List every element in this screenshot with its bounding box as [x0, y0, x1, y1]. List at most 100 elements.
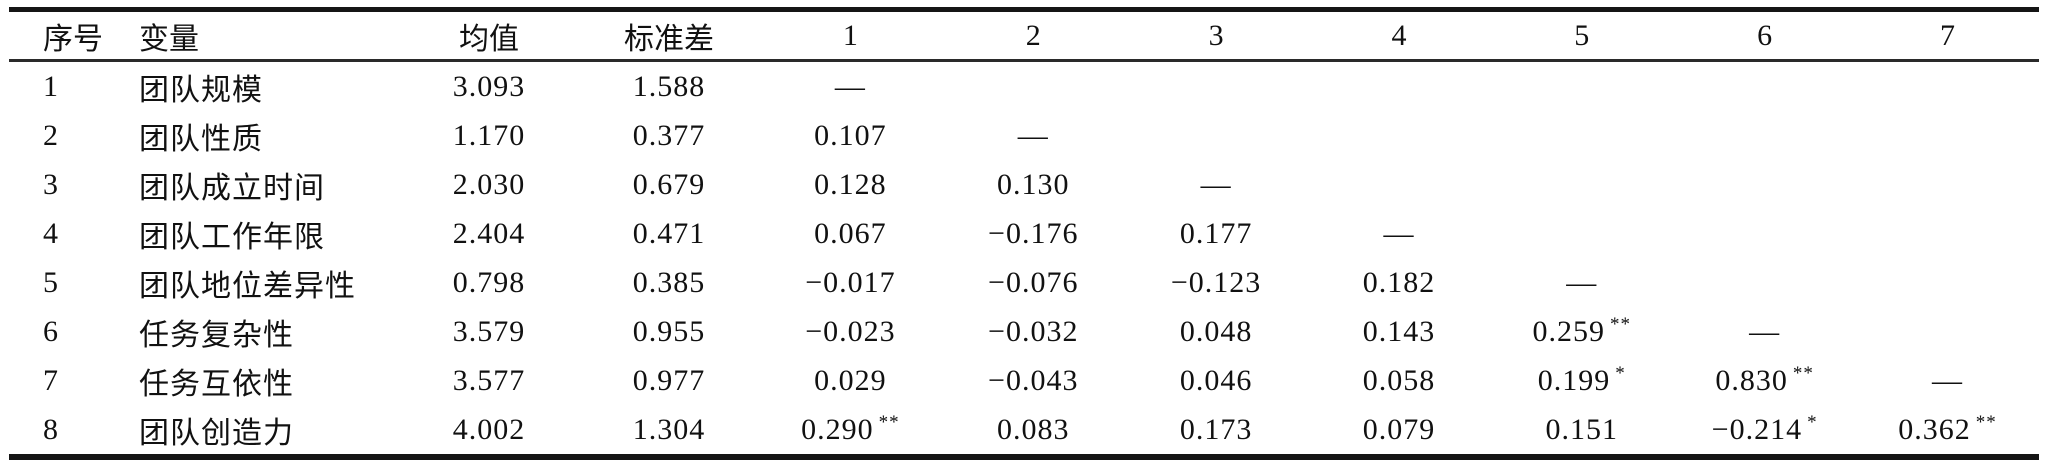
- cell-value: 团队规模: [139, 73, 263, 107]
- table-row: 2 团队性质 1.170 0.377 0.107 —: [9, 111, 2039, 160]
- serial-cell: 1: [9, 61, 139, 112]
- correlation-value: —: [1200, 167, 1232, 201]
- correlation-6-cell: —: [1673, 307, 1856, 356]
- correlation-7-cell: [1856, 160, 2039, 209]
- correlation-value: 0.151: [1545, 412, 1619, 446]
- header-serial: 序号: [43, 22, 103, 56]
- header-corr-7: 7: [1940, 18, 1956, 52]
- correlation-6-cell: [1673, 258, 1856, 307]
- header-corr-5: 5: [1574, 18, 1590, 52]
- table-body: 1 团队规模 3.093 1.588 — 2 团队性质 1.170 0.377 0.107 — 3 团队…: [9, 61, 2039, 458]
- mean-cell: 4.002: [399, 405, 579, 457]
- correlation-value: 0.128: [814, 167, 887, 201]
- header-row: 序号 变量 均值 标准差 1 2 3 4 5 6 7: [9, 10, 2039, 61]
- cell-value: 1: [43, 69, 59, 103]
- correlation-7-cell: [1856, 61, 2039, 112]
- cell-value: 7: [43, 363, 59, 397]
- sd-cell: 1.304: [579, 405, 759, 457]
- cell-value: 团队地位差异性: [139, 269, 356, 303]
- correlation-5-cell: [1490, 160, 1673, 209]
- significance-marker: **: [1610, 313, 1632, 335]
- correlation-6-cell: [1673, 111, 1856, 160]
- variable-cell: 团队规模: [139, 61, 399, 112]
- cell-value: 8: [43, 412, 59, 446]
- sd-cell: 0.385: [579, 258, 759, 307]
- correlation-4-cell: [1308, 111, 1491, 160]
- sd-cell: 1.588: [579, 61, 759, 112]
- correlation-1-cell: —: [759, 61, 942, 112]
- cell-value: 3.093: [452, 69, 526, 103]
- header-corr-6: 6: [1757, 18, 1773, 52]
- correlation-value: −0.214: [1711, 412, 1803, 446]
- cell-value: 1.170: [452, 118, 526, 152]
- mean-cell: 2.030: [399, 160, 579, 209]
- cell-value: 2: [43, 118, 59, 152]
- sd-cell: 0.471: [579, 209, 759, 258]
- cell-value: 团队创造力: [139, 416, 294, 450]
- correlation-5-cell: [1490, 111, 1673, 160]
- correlation-value: 0.046: [1179, 363, 1253, 397]
- correlation-5-cell: —: [1490, 258, 1673, 307]
- correlation-value: −0.076: [988, 265, 1079, 299]
- correlation-3-cell: 0.048: [1125, 307, 1308, 356]
- correlation-value: −0.032: [988, 314, 1079, 348]
- cell-value: 3.579: [452, 314, 526, 348]
- correlation-2-cell: −0.043: [942, 356, 1125, 405]
- correlation-value: 0.362: [1898, 412, 1971, 446]
- serial-cell: 5: [9, 258, 139, 307]
- correlation-1-cell: 0.107: [759, 111, 942, 160]
- correlation-5-cell: 0.151: [1490, 405, 1673, 457]
- correlation-6-cell: 0.830 **: [1673, 356, 1856, 405]
- table-row: 4 团队工作年限 2.404 0.471 0.067 −0.176 0.177 —: [9, 209, 2039, 258]
- cell-value: 2.030: [452, 167, 526, 201]
- correlation-value: 0.199: [1537, 363, 1611, 397]
- correlation-2-cell: —: [942, 111, 1125, 160]
- correlation-value: −0.023: [805, 314, 896, 348]
- correlation-7-cell: [1856, 111, 2039, 160]
- variable-cell: 团队地位差异性: [139, 258, 399, 307]
- correlation-value: 0.029: [814, 363, 887, 397]
- correlation-value: —: [1017, 118, 1049, 152]
- correlation-5-cell: [1490, 209, 1673, 258]
- table-row: 7 任务互依性 3.577 0.977 0.029 −0.043 0.046 0.058 0.1…: [9, 356, 2039, 405]
- mean-cell: 2.404: [399, 209, 579, 258]
- serial-cell: 7: [9, 356, 139, 405]
- correlation-1-cell: −0.017: [759, 258, 942, 307]
- correlation-value: 0.173: [1179, 412, 1253, 446]
- correlation-7-cell: —: [1856, 356, 2039, 405]
- correlation-3-cell: [1125, 111, 1308, 160]
- correlation-6-cell: [1673, 160, 1856, 209]
- serial-cell: 4: [9, 209, 139, 258]
- cell-value: 任务互依性: [139, 367, 294, 401]
- correlation-value: 0.067: [814, 216, 887, 250]
- correlation-value: —: [1932, 363, 1964, 397]
- cell-value: 任务复杂性: [139, 318, 294, 352]
- correlation-value: 0.143: [1362, 314, 1436, 348]
- mean-cell: 3.579: [399, 307, 579, 356]
- serial-cell: 2: [9, 111, 139, 160]
- correlation-4-cell: 0.058: [1308, 356, 1491, 405]
- correlation-value: 0.048: [1179, 314, 1253, 348]
- mean-cell: 0.798: [399, 258, 579, 307]
- correlation-value: 0.058: [1362, 363, 1436, 397]
- correlation-3-cell: [1125, 61, 1308, 112]
- variable-cell: 团队工作年限: [139, 209, 399, 258]
- correlation-7-cell: [1856, 209, 2039, 258]
- correlation-4-cell: 0.079: [1308, 405, 1491, 457]
- correlation-1-cell: 0.067: [759, 209, 942, 258]
- correlation-7-cell: [1856, 307, 2039, 356]
- significance-marker: **: [878, 411, 900, 433]
- correlation-value: —: [834, 69, 866, 103]
- cell-value: 团队性质: [139, 122, 263, 156]
- correlation-value: —: [1749, 314, 1781, 348]
- mean-cell: 3.093: [399, 61, 579, 112]
- cell-value: 0.385: [632, 265, 706, 299]
- cell-value: 2.404: [452, 216, 526, 250]
- correlation-2-cell: −0.076: [942, 258, 1125, 307]
- header-corr-4: 4: [1391, 18, 1407, 52]
- correlation-4-cell: 0.182: [1308, 258, 1491, 307]
- correlation-1-cell: 0.290 **: [759, 405, 942, 457]
- correlation-6-cell: −0.214 *: [1673, 405, 1856, 457]
- correlation-value: 0.259: [1532, 314, 1606, 348]
- correlation-value: −0.123: [1170, 265, 1262, 299]
